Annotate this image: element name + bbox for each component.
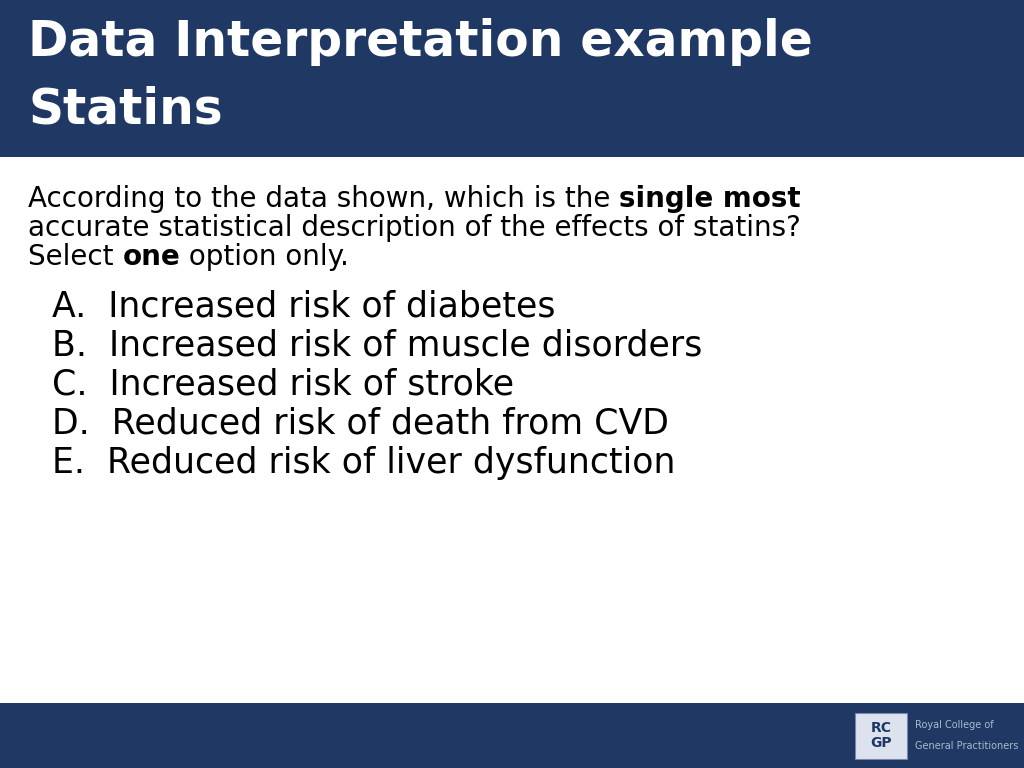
- Text: General Practitioners: General Practitioners: [915, 740, 1019, 750]
- Text: single most: single most: [620, 185, 801, 213]
- Bar: [0, 703, 1024, 768]
- Text: A.  Increased risk of diabetes: A. Increased risk of diabetes: [52, 290, 555, 323]
- Text: According to the data shown, which is the: According to the data shown, which is th…: [28, 185, 620, 213]
- Text: D.  Reduced risk of death from CVD: D. Reduced risk of death from CVD: [52, 407, 669, 441]
- Bar: [0, 0, 1024, 157]
- Text: option only.: option only.: [180, 243, 349, 271]
- Text: Royal College of: Royal College of: [915, 720, 993, 730]
- Text: Statins: Statins: [28, 86, 222, 134]
- Bar: [855, 713, 907, 759]
- Text: B.  Increased risk of muscle disorders: B. Increased risk of muscle disorders: [52, 329, 702, 362]
- Text: accurate statistical description of the effects of statins?: accurate statistical description of the …: [28, 214, 801, 242]
- Text: Data Interpretation example: Data Interpretation example: [28, 18, 813, 66]
- Text: one: one: [123, 243, 180, 271]
- Text: C.  Increased risk of stroke: C. Increased risk of stroke: [52, 368, 514, 402]
- Text: RC
GP: RC GP: [870, 721, 892, 750]
- Text: Select: Select: [28, 243, 123, 271]
- Text: E.  Reduced risk of liver dysfunction: E. Reduced risk of liver dysfunction: [52, 446, 676, 480]
